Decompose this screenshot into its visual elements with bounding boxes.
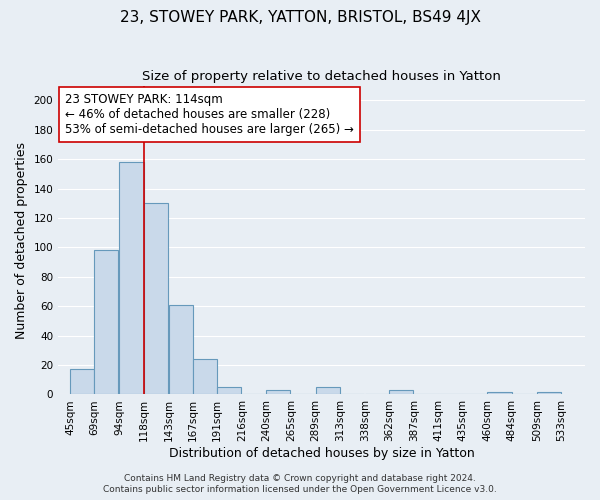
X-axis label: Distribution of detached houses by size in Yatton: Distribution of detached houses by size …	[169, 447, 475, 460]
Bar	[217, 387, 241, 394]
Bar	[119, 162, 143, 394]
Bar	[389, 390, 413, 394]
Bar	[316, 387, 340, 394]
Bar	[193, 359, 217, 394]
Bar	[143, 203, 168, 394]
Bar	[169, 304, 193, 394]
Bar	[266, 390, 290, 394]
Bar	[70, 370, 94, 394]
Text: 23 STOWEY PARK: 114sqm
← 46% of detached houses are smaller (228)
53% of semi-de: 23 STOWEY PARK: 114sqm ← 46% of detached…	[65, 93, 354, 136]
Text: 23, STOWEY PARK, YATTON, BRISTOL, BS49 4JX: 23, STOWEY PARK, YATTON, BRISTOL, BS49 4…	[119, 10, 481, 25]
Y-axis label: Number of detached properties: Number of detached properties	[15, 142, 28, 338]
Title: Size of property relative to detached houses in Yatton: Size of property relative to detached ho…	[142, 70, 501, 83]
Bar	[487, 392, 512, 394]
Text: Contains HM Land Registry data © Crown copyright and database right 2024.
Contai: Contains HM Land Registry data © Crown c…	[103, 474, 497, 494]
Bar	[537, 392, 561, 394]
Bar	[94, 250, 118, 394]
